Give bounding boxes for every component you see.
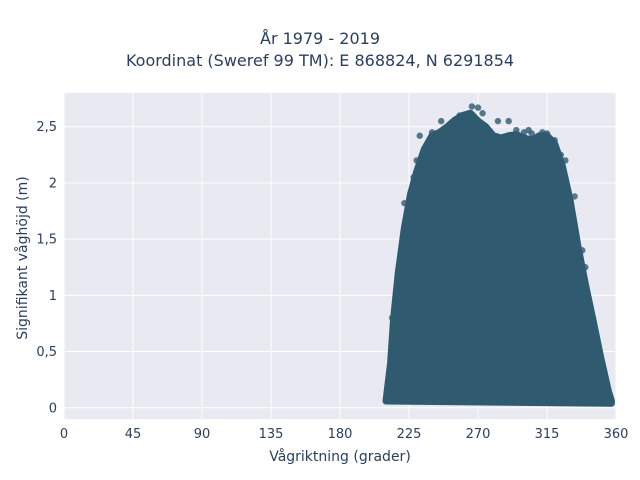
data-point — [579, 247, 586, 254]
data-point — [494, 117, 502, 125]
data-point — [474, 104, 482, 111]
data-point — [551, 137, 558, 144]
data-point — [594, 348, 601, 355]
x-axis-label: Vågriktning (grader) — [269, 448, 411, 465]
data-point — [528, 130, 535, 137]
y-axis-ticks: 0 0,5 1 1,5 2 2,5 — [36, 120, 57, 416]
data-point — [462, 112, 469, 119]
y-tick-label: 1,5 — [36, 233, 57, 248]
x-tick-label: 360 — [604, 427, 629, 442]
data-point — [416, 132, 423, 139]
y-tick-label: 1 — [49, 289, 57, 304]
data-point — [395, 267, 402, 274]
data-point — [582, 264, 589, 271]
data-point — [388, 314, 396, 322]
data-point — [410, 174, 417, 181]
y-axis-label: Signifikant våghöjd (m) — [14, 176, 31, 339]
data-point — [569, 224, 577, 232]
chart-title-line2: Koordinat (Sweref 99 TM): E 868824, N 62… — [125, 51, 515, 70]
data-point — [543, 130, 551, 137]
data-point — [520, 129, 528, 136]
y-tick-label: 0,5 — [36, 345, 57, 360]
x-tick-label: 180 — [328, 427, 353, 442]
chart-title-line1: År 1979 - 2019 — [260, 29, 380, 48]
x-tick-label: 315 — [535, 427, 560, 442]
data-point — [557, 151, 564, 159]
data-point — [456, 112, 463, 119]
data-point — [422, 146, 430, 153]
data-point — [606, 393, 614, 400]
x-tick-label: 0 — [60, 427, 68, 442]
x-tick-label: 225 — [397, 427, 422, 442]
data-point — [401, 199, 408, 207]
data-point — [413, 157, 420, 164]
x-tick-label: 270 — [466, 427, 491, 442]
data-point — [513, 126, 520, 134]
data-points — [388, 103, 614, 400]
data-point — [447, 121, 454, 128]
data-point — [589, 314, 597, 322]
x-axis-ticks: 0 45 90 135 180 225 270 315 360 — [60, 427, 629, 442]
data-point — [571, 193, 578, 200]
chart-title: År 1979 - 2019 Koordinat (Sweref 99 TM):… — [0, 28, 640, 72]
data-point — [505, 117, 512, 125]
data-point — [468, 103, 476, 110]
data-point — [479, 110, 486, 117]
data-point — [600, 370, 607, 378]
x-tick-label: 90 — [194, 427, 211, 442]
x-tick-label: 135 — [259, 427, 284, 442]
data-point — [438, 117, 445, 125]
y-tick-label: 2,5 — [36, 120, 57, 135]
x-tick-label: 45 — [125, 427, 142, 442]
y-tick-label: 2 — [49, 176, 57, 191]
data-point — [562, 157, 569, 164]
data-point — [428, 129, 436, 136]
y-tick-label: 0 — [49, 401, 57, 416]
